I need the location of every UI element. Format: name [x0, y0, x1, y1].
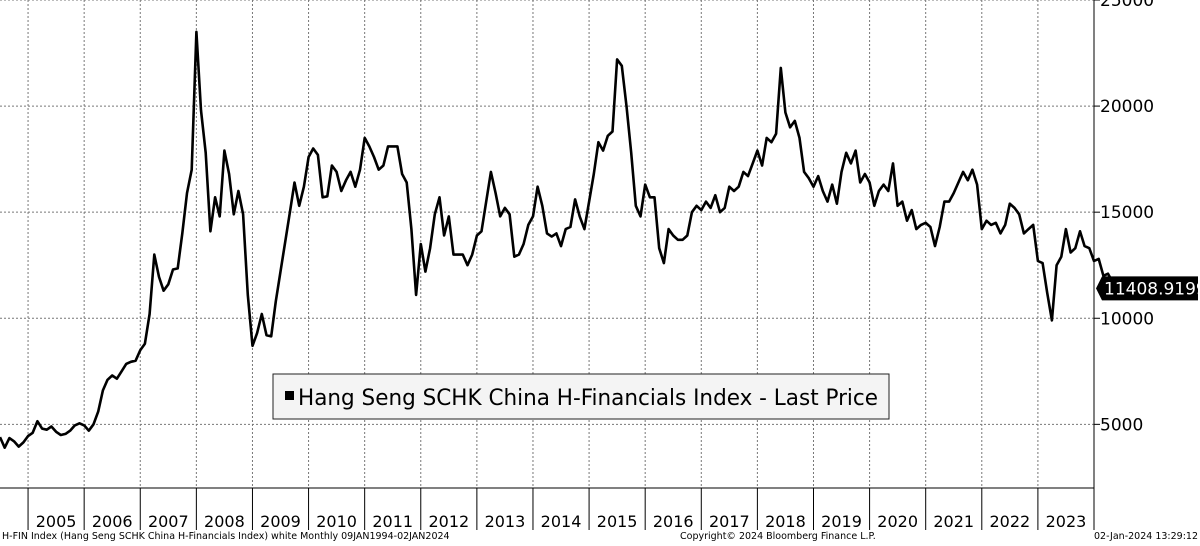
- legend-swatch: [285, 391, 294, 400]
- x-tick-label: 2008: [204, 512, 245, 531]
- x-tick-label: 2005: [36, 512, 77, 531]
- footer-copyright: Copyright© 2024 Bloomberg Finance L.P.: [680, 531, 876, 542]
- x-tick-label: 2016: [653, 512, 694, 531]
- last-value-label: 11408.9199: [1104, 279, 1200, 299]
- x-tick-label: 2022: [989, 512, 1030, 531]
- last-value-tag: 11408.9199: [1096, 276, 1200, 301]
- y-tick-label: 25000: [1100, 0, 1154, 11]
- x-tick-label: 2014: [541, 512, 582, 531]
- legend-label: Hang Seng SCHK China H-Financials Index …: [298, 386, 878, 411]
- legend-box: [272, 373, 890, 420]
- x-tick-label: 2010: [316, 512, 357, 531]
- y-axis-ticks: 5000 10000 15000 20000 25000: [1094, 0, 1154, 435]
- x-tick-label: 2021: [933, 512, 974, 531]
- x-tick-label: 2007: [148, 512, 189, 531]
- x-tick-label: 2023: [1046, 512, 1087, 531]
- series-line-last-price: [0, 30, 1128, 449]
- x-tick-label: 2018: [765, 512, 806, 531]
- x-axis-ticks: 2005 2006 2007 2008 2009 2010 2011 2012 2013 2014…: [27, 488, 1095, 531]
- x-tick-label: 2012: [428, 512, 469, 531]
- x-tick-label: 2006: [92, 512, 133, 531]
- y-tick-label: 5000: [1100, 415, 1143, 435]
- legend: Hang Seng SCHK China H-Financials Index …: [272, 373, 890, 420]
- y-tick-label: 10000: [1100, 309, 1154, 329]
- x-tick-label: 2015: [597, 512, 638, 531]
- x-tick-label: 2017: [709, 512, 750, 531]
- x-tick-label: 2009: [260, 512, 301, 531]
- x-tick-label: 2013: [485, 512, 526, 531]
- y-tick-label: 20000: [1100, 97, 1154, 117]
- footer-timestamp: 02-Jan-2024 13:29:12: [1094, 531, 1198, 542]
- footer-source: H-FIN Index (Hang Seng SCHK China H-Fina…: [2, 531, 450, 542]
- x-tick-label: 2020: [877, 512, 918, 531]
- y-tick-label: 15000: [1100, 203, 1154, 223]
- last-value-tag-background: [1096, 276, 1198, 301]
- x-tick-label: 2019: [821, 512, 862, 531]
- x-tick-label: 2011: [372, 512, 413, 531]
